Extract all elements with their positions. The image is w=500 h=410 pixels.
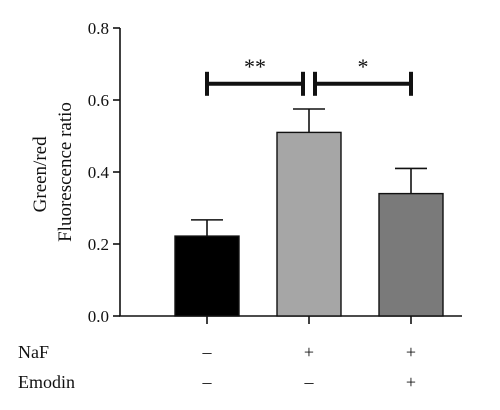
treatment-row-label: Emodin xyxy=(18,372,75,392)
treatment-mark: + xyxy=(406,372,416,392)
treatment-mark: – xyxy=(202,342,213,362)
y-axis-title-line-1: Green/red xyxy=(30,136,51,212)
y-tick-label: 0.2 xyxy=(88,235,109,254)
bar xyxy=(378,192,444,317)
treatment-mark: – xyxy=(202,372,213,392)
plot-area xyxy=(119,108,462,324)
y-axis: 0.0 0.2 0.4 0.6 0.8 xyxy=(88,19,121,326)
treatment-mark: – xyxy=(304,372,315,392)
y-tick-label: 0.0 xyxy=(88,307,109,326)
treatment-table: NaF – + + Emodin – – + xyxy=(18,342,416,392)
bar xyxy=(174,235,240,317)
significance-annotations: ** * xyxy=(205,54,413,96)
y-axis-title: Green/red Fluorescence ratio xyxy=(30,102,76,242)
y-tick-label: 0.4 xyxy=(88,163,110,182)
significance-label: ** xyxy=(244,54,266,79)
treatment-mark: + xyxy=(304,342,314,362)
y-tick-label: 0.6 xyxy=(88,91,109,110)
treatment-mark: + xyxy=(406,342,416,362)
y-tick-label: 0.8 xyxy=(88,19,109,38)
significance-label: * xyxy=(358,54,369,79)
treatment-row-label: NaF xyxy=(18,342,49,362)
bar xyxy=(276,131,342,317)
y-axis-title-line-2: Fluorescence ratio xyxy=(55,102,76,242)
